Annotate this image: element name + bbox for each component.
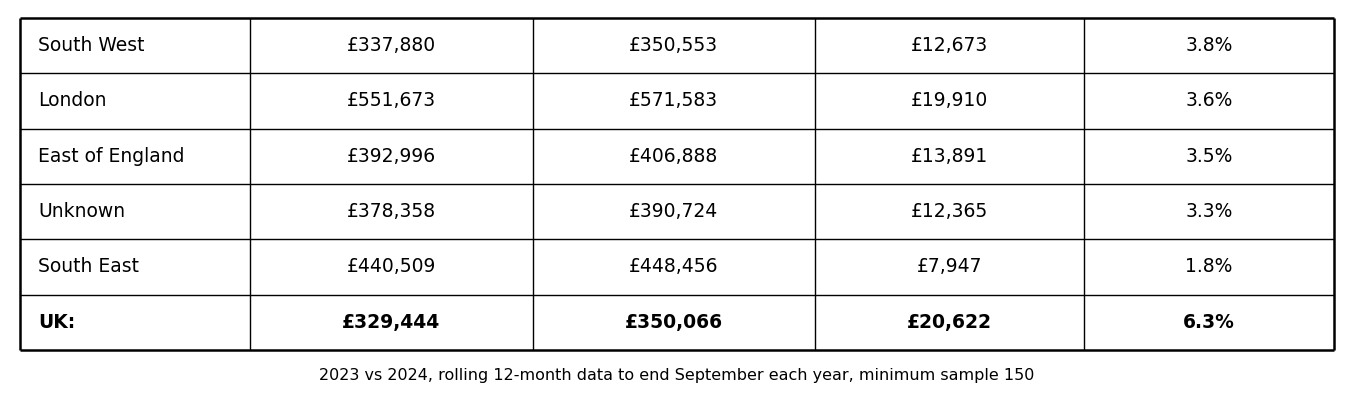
Text: £13,891: £13,891: [911, 147, 988, 166]
Text: £20,622: £20,622: [907, 313, 992, 332]
Text: London: London: [38, 92, 107, 110]
Text: 6.3%: 6.3%: [1183, 313, 1235, 332]
Text: 1.8%: 1.8%: [1185, 258, 1232, 276]
Text: £12,365: £12,365: [911, 202, 988, 221]
Text: £406,888: £406,888: [630, 147, 719, 166]
Text: £337,880: £337,880: [347, 36, 436, 55]
Text: £7,947: £7,947: [917, 258, 982, 276]
Text: £571,583: £571,583: [630, 92, 718, 110]
Text: 2023 vs 2024, rolling 12-month data to end September each year, minimum sample 1: 2023 vs 2024, rolling 12-month data to e…: [320, 368, 1034, 383]
Text: UK:: UK:: [38, 313, 76, 332]
Text: 3.6%: 3.6%: [1185, 92, 1232, 110]
Text: East of England: East of England: [38, 147, 184, 166]
Text: £378,358: £378,358: [347, 202, 436, 221]
Text: South East: South East: [38, 258, 139, 276]
Text: £390,724: £390,724: [630, 202, 719, 221]
Text: £12,673: £12,673: [911, 36, 988, 55]
Text: £448,456: £448,456: [630, 258, 719, 276]
Text: £392,996: £392,996: [347, 147, 436, 166]
Text: 3.5%: 3.5%: [1185, 147, 1232, 166]
Text: £329,444: £329,444: [343, 313, 440, 332]
Text: £19,910: £19,910: [911, 92, 988, 110]
Text: Unknown: Unknown: [38, 202, 125, 221]
Text: South West: South West: [38, 36, 145, 55]
Text: £551,673: £551,673: [347, 92, 436, 110]
Text: 3.3%: 3.3%: [1185, 202, 1232, 221]
Text: 3.8%: 3.8%: [1185, 36, 1232, 55]
Text: £440,509: £440,509: [347, 258, 436, 276]
Text: £350,066: £350,066: [624, 313, 723, 332]
Text: £350,553: £350,553: [630, 36, 718, 55]
